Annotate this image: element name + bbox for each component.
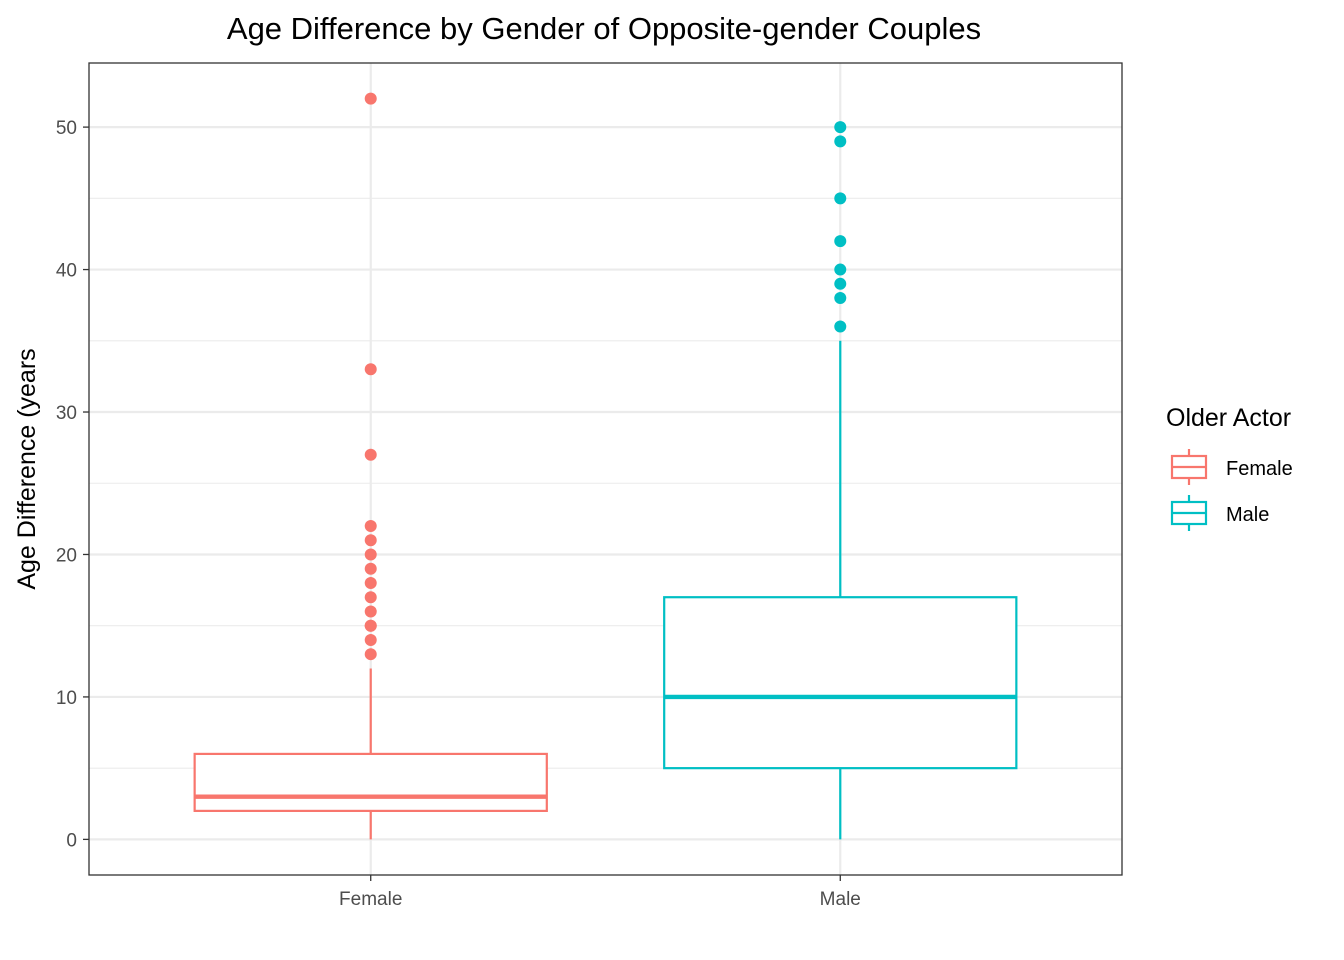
outlier-point [834, 277, 847, 290]
outlier-point [834, 235, 847, 248]
outlier-point [364, 519, 377, 532]
outlier-point [834, 121, 847, 134]
legend: Older Actor Female Male [1166, 404, 1293, 531]
outlier-point [364, 576, 377, 589]
outlier-point [834, 292, 847, 305]
outlier-point [364, 363, 377, 376]
box-layer [193, 92, 1018, 840]
outlier-point [364, 448, 377, 461]
outlier-point [364, 534, 377, 547]
x-tick-label: Female [339, 889, 402, 910]
legend-item-male: Male [1170, 495, 1269, 531]
axis-ticks: 0 10 20 30 40 50 Female Male [56, 118, 861, 910]
grid-lines [89, 63, 1122, 875]
outlier-point [364, 648, 377, 661]
outlier-point [834, 192, 847, 205]
y-tick-label: 20 [56, 545, 77, 566]
y-tick-label: 40 [56, 261, 77, 282]
legend-item-female: Female [1170, 449, 1293, 485]
y-tick-label: 50 [56, 118, 77, 139]
outlier-point [834, 263, 847, 276]
legend-items: Female Male [1170, 449, 1293, 531]
outlier-point [364, 548, 377, 561]
box-female [193, 92, 548, 840]
legend-title: Older Actor [1166, 404, 1291, 432]
iqr-box [193, 752, 548, 812]
outlier-point [364, 619, 377, 632]
box-male [663, 121, 1018, 840]
y-tick-label: 10 [56, 688, 77, 709]
y-axis-label: Age Difference (years [13, 348, 41, 589]
iqr-box [663, 596, 1018, 770]
y-tick-label: 30 [56, 403, 77, 424]
outlier-point [834, 135, 847, 148]
outlier-point [364, 562, 377, 575]
chart-title: Age Difference by Gender of Opposite-gen… [227, 11, 981, 46]
outlier-point [834, 320, 847, 333]
y-tick-label: 0 [66, 830, 77, 851]
outlier-point [364, 605, 377, 618]
outlier-point [364, 633, 377, 646]
legend-item-label: Male [1226, 504, 1269, 526]
legend-item-label: Female [1226, 458, 1293, 480]
plot-border [88, 62, 1123, 876]
outlier-point [364, 591, 377, 604]
x-tick-label: Male [820, 889, 861, 910]
outlier-point [364, 92, 377, 105]
